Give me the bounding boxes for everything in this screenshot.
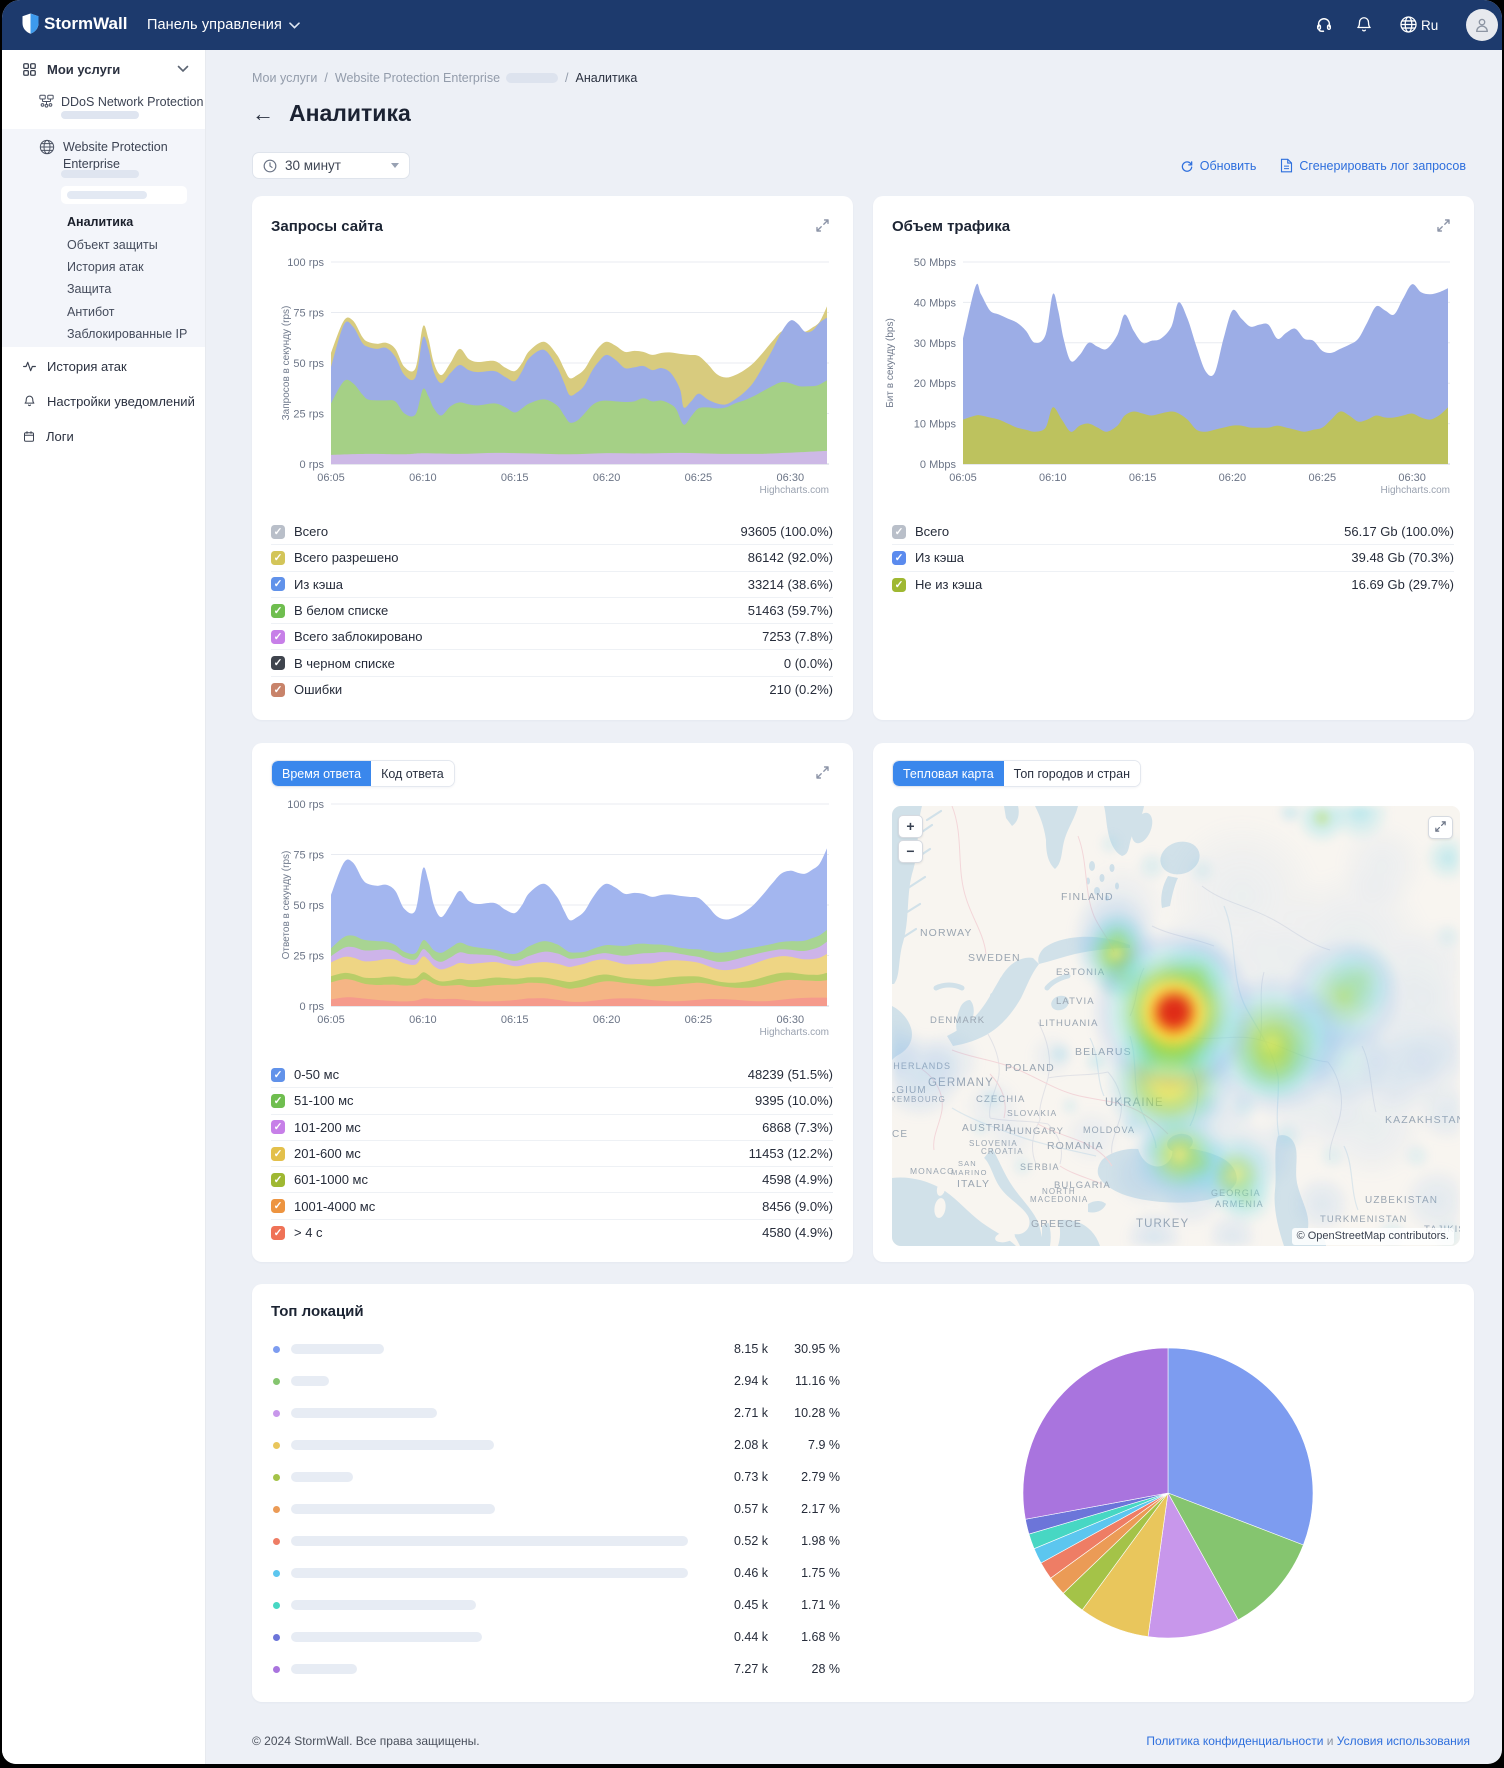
svg-text:Ответов в секунду (rps): Ответов в секунду (rps): [281, 851, 292, 960]
svg-text:50 Mbps: 50 Mbps: [914, 257, 957, 269]
svg-text:0 rps: 0 rps: [300, 459, 325, 471]
svg-text:06:10: 06:10: [409, 472, 437, 484]
svg-text:25 rps: 25 rps: [293, 409, 324, 421]
svg-text:06:30: 06:30: [777, 1014, 805, 1026]
svg-text:06:25: 06:25: [685, 472, 713, 484]
svg-text:06:10: 06:10: [1039, 472, 1067, 484]
svg-text:06:20: 06:20: [593, 472, 621, 484]
svg-text:06:15: 06:15: [501, 1014, 529, 1026]
svg-text:06:05: 06:05: [317, 472, 345, 484]
svg-text:06:15: 06:15: [1129, 472, 1157, 484]
svg-text:100 rps: 100 rps: [287, 799, 324, 811]
svg-text:06:30: 06:30: [1398, 472, 1426, 484]
svg-text:06:20: 06:20: [1219, 472, 1247, 484]
svg-text:06:25: 06:25: [1309, 472, 1337, 484]
svg-text:30 Mbps: 30 Mbps: [914, 338, 957, 350]
svg-text:06:05: 06:05: [317, 1014, 345, 1026]
svg-text:25 rps: 25 rps: [293, 951, 324, 963]
svg-text:06:30: 06:30: [777, 472, 805, 484]
svg-text:75 rps: 75 rps: [293, 850, 324, 862]
svg-text:06:20: 06:20: [593, 1014, 621, 1026]
svg-text:20 Mbps: 20 Mbps: [914, 378, 957, 390]
svg-text:50 rps: 50 rps: [293, 358, 324, 370]
svg-text:0 rps: 0 rps: [300, 1001, 325, 1013]
svg-text:0 Mbps: 0 Mbps: [920, 459, 957, 471]
svg-text:Запросов в секунду (rps): Запросов в секунду (rps): [281, 306, 292, 421]
svg-text:50 rps: 50 rps: [293, 900, 324, 912]
svg-text:Бит в секунду (bps): Бит в секунду (bps): [885, 318, 896, 408]
svg-text:06:25: 06:25: [685, 1014, 713, 1026]
svg-text:06:10: 06:10: [409, 1014, 437, 1026]
svg-text:06:15: 06:15: [501, 472, 529, 484]
svg-text:75 rps: 75 rps: [293, 308, 324, 320]
svg-text:40 Mbps: 40 Mbps: [914, 297, 957, 309]
svg-text:Highcharts.com: Highcharts.com: [760, 485, 829, 496]
svg-text:10 Mbps: 10 Mbps: [914, 419, 957, 431]
svg-text:Highcharts.com: Highcharts.com: [760, 1027, 829, 1038]
svg-text:Highcharts.com: Highcharts.com: [1381, 485, 1450, 496]
svg-text:100 rps: 100 rps: [287, 257, 324, 269]
svg-text:06:05: 06:05: [949, 472, 977, 484]
